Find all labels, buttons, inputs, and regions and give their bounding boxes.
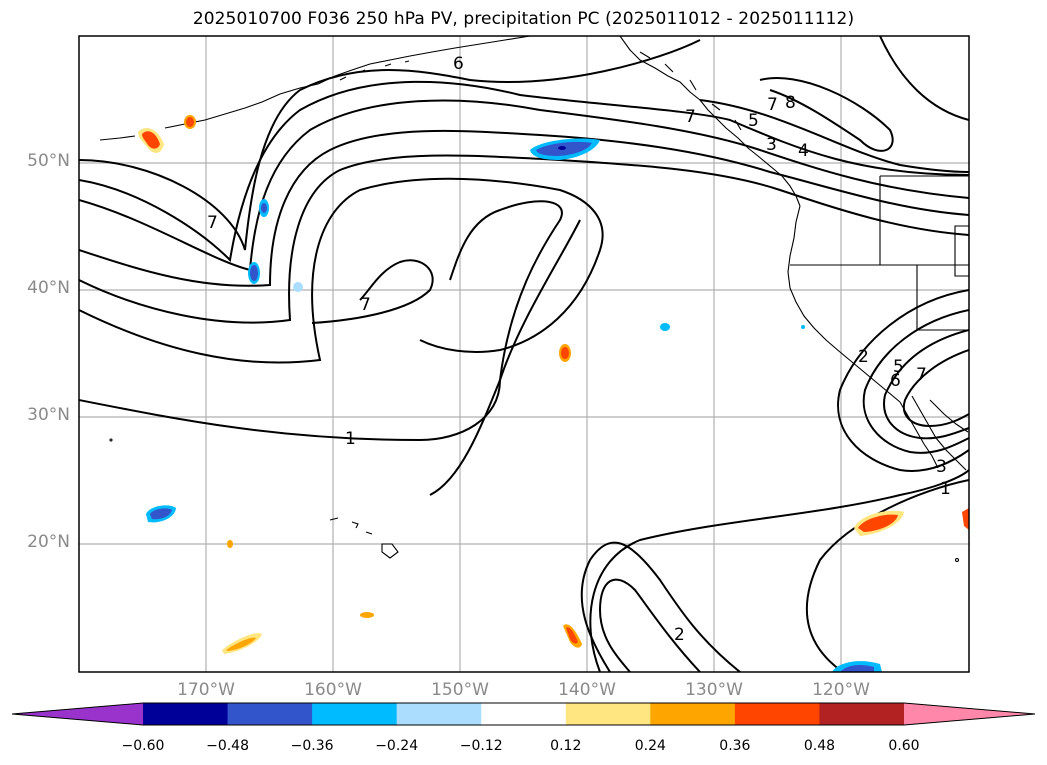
lat-label: 30°N xyxy=(27,405,70,425)
colorbar-tick-label: −0.60 xyxy=(121,738,165,754)
colorbar-segment xyxy=(227,703,313,725)
contour-label: 7 xyxy=(685,107,696,127)
contour-label: 6 xyxy=(890,371,901,391)
colorbar-tick-label: 0.48 xyxy=(803,738,836,754)
map-frame xyxy=(78,35,970,673)
colorbar-extend-low xyxy=(12,703,143,725)
lon-label: 130°W xyxy=(685,680,743,700)
colorbar-tick-label: 0.60 xyxy=(888,738,920,754)
lat-label: 40°N xyxy=(27,278,70,298)
precip-anomalies xyxy=(138,115,969,672)
lon-label: 120°W xyxy=(812,680,870,700)
contour-label: 3 xyxy=(936,457,947,477)
contour-label: 6 xyxy=(453,54,464,74)
contour-label: 7 xyxy=(767,95,778,115)
colorbar-segment xyxy=(734,703,820,725)
colorbar-segment xyxy=(143,703,229,725)
colorbar-tick-label: −0.24 xyxy=(375,738,419,754)
lon-label: 160°W xyxy=(304,680,362,700)
colorbar-tick-label: 0.36 xyxy=(719,738,751,754)
colorbar-extend-high xyxy=(904,703,1035,725)
coastlines xyxy=(99,36,969,563)
colorbar-tick-label: −0.48 xyxy=(206,738,249,754)
contour-label: 7 xyxy=(916,365,927,385)
colorbar-segment xyxy=(565,703,651,725)
gridlines xyxy=(79,36,969,672)
colorbar-segment xyxy=(481,703,567,725)
lon-label: 140°W xyxy=(558,680,616,700)
colorbar-tick-label: −0.36 xyxy=(290,738,334,754)
lat-label: 50°N xyxy=(27,151,70,171)
contour-label: 7 xyxy=(360,295,371,315)
contour-label: 7 xyxy=(207,213,218,233)
contour-label: 4 xyxy=(798,141,809,161)
map-panel: 6 7 7 8 5 3 4 7 7 1 2 5 6 7 2 3 1 xyxy=(78,35,970,673)
colorbar-tick-label: 0.24 xyxy=(634,738,666,754)
colorbar-tick-label: −0.12 xyxy=(459,738,503,754)
contour-labels: 6 7 7 8 5 3 4 7 7 1 2 5 6 7 2 3 1 xyxy=(207,54,951,645)
lon-label: 150°W xyxy=(431,680,489,700)
contour-label: 8 xyxy=(785,93,796,113)
contour-label: 3 xyxy=(766,135,777,155)
colorbar xyxy=(11,702,1036,726)
contour-label: 1 xyxy=(345,429,356,449)
contour-label: 5 xyxy=(893,357,904,377)
pv-contours xyxy=(79,36,969,672)
colorbar-segment xyxy=(312,703,398,725)
contour-label: 1 xyxy=(940,479,951,499)
lon-label: 170°W xyxy=(177,680,235,700)
contour-label: 5 xyxy=(748,111,759,131)
map-title: 2025010700 F036 250 hPa PV, precipitatio… xyxy=(192,9,855,29)
lat-label: 20°N xyxy=(27,532,70,552)
colorbar-outline xyxy=(11,702,1036,726)
colorbar-segment xyxy=(819,703,905,725)
contour-label: 2 xyxy=(858,347,869,367)
contour-label: 2 xyxy=(674,625,685,645)
colorbar-segment xyxy=(650,703,736,725)
colorbar-tick-label: 0.12 xyxy=(550,738,582,754)
colorbar-segment xyxy=(396,703,482,725)
